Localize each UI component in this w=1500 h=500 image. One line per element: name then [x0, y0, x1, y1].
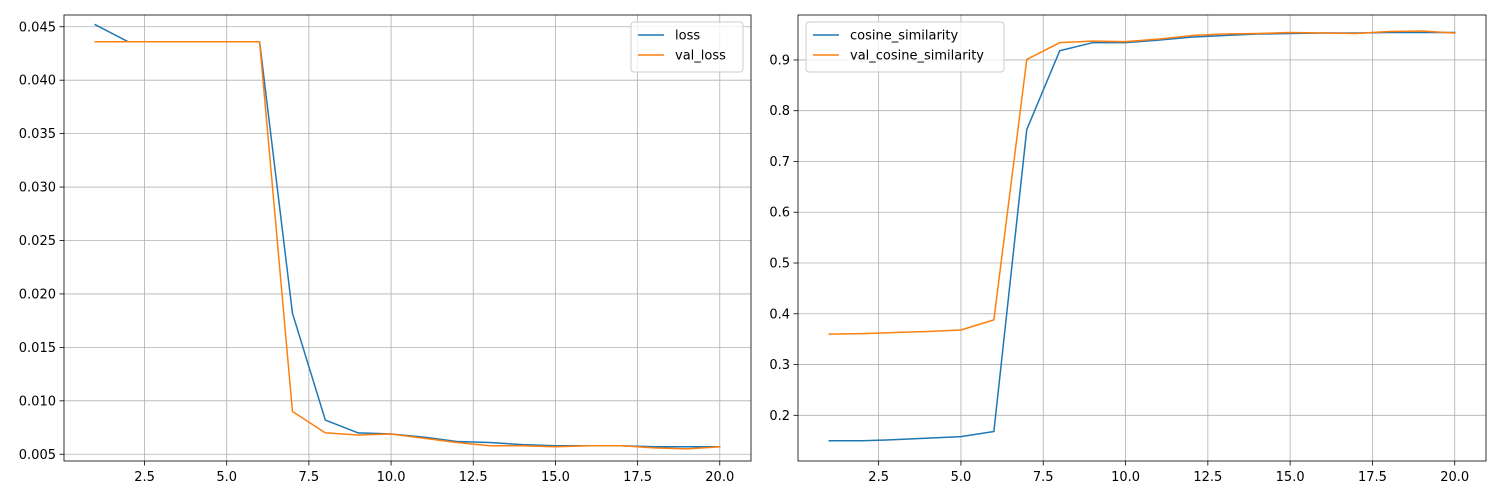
legend: loss val_loss — [630, 21, 744, 73]
y-tick-label: 0.020 — [19, 287, 56, 302]
y-tick-label: 0.8 — [769, 104, 790, 119]
x-tick-label: 7.5 — [1033, 470, 1054, 485]
series-line-val-cosine-similarity — [828, 30, 1456, 335]
x-tick-label: 12.5 — [459, 470, 488, 485]
x-tick-label: 17.5 — [623, 470, 652, 485]
y-tick-label: 0.015 — [19, 341, 56, 356]
x-tick-label: 10.0 — [1111, 470, 1140, 485]
x-tick-label: 15.0 — [541, 470, 570, 485]
legend-label: loss — [675, 29, 700, 44]
cosine-similarity-chart: 2.5 5.0 7.5 10.0 12.5 15.0 17.5 20.0 0.2 0.3 0.4 0.… — [769, 14, 1487, 485]
legend-label: val_cosine_similarity — [850, 49, 984, 64]
y-tick-label: 0.030 — [19, 181, 56, 196]
y-tick-label: 0.9 — [769, 53, 790, 68]
y-tick-label: 0.5 — [769, 257, 790, 272]
legend-label: cosine_similarity — [850, 29, 959, 44]
y-tick-label: 0.6 — [769, 206, 790, 221]
loss-chart: 2.5 5.0 7.5 10.0 12.5 15.0 17.5 20.0 0.005 0.010 0… — [19, 14, 752, 485]
legend-box — [805, 21, 1005, 73]
axes-frame — [63, 14, 752, 462]
x-tick-label: 10.0 — [377, 470, 406, 485]
x-tick-label: 5.0 — [216, 470, 237, 485]
y-tick-label: 0.005 — [19, 448, 56, 463]
x-tick-label: 5.0 — [951, 470, 972, 485]
y-tick-label: 0.7 — [769, 155, 790, 170]
x-tick-label: 20.0 — [1440, 470, 1469, 485]
y-tick-label: 0.040 — [19, 74, 56, 89]
legend: cosine_similarity val_cosine_similarity — [805, 21, 1005, 73]
x-tick-label: 2.5 — [134, 470, 155, 485]
legend-label: val_loss — [675, 49, 726, 64]
y-tick-label: 0.045 — [19, 20, 56, 35]
x-tick-label: 7.5 — [299, 470, 320, 485]
x-tick-label: 15.0 — [1276, 470, 1305, 485]
x-tick-label: 2.5 — [868, 470, 889, 485]
y-tick-label: 0.4 — [769, 307, 790, 322]
y-tick-label: 0.025 — [19, 234, 56, 249]
y-tick-label: 0.2 — [769, 409, 790, 424]
x-tick-label: 20.0 — [705, 470, 734, 485]
x-tick-label: 12.5 — [1193, 470, 1222, 485]
y-tick-label: 0.3 — [769, 358, 790, 373]
y-tick-label: 0.035 — [19, 127, 56, 142]
y-tick-label: 0.010 — [19, 394, 56, 409]
series-line-val-loss — [94, 40, 721, 450]
axes-frame — [797, 14, 1487, 462]
x-tick-label: 17.5 — [1358, 470, 1387, 485]
